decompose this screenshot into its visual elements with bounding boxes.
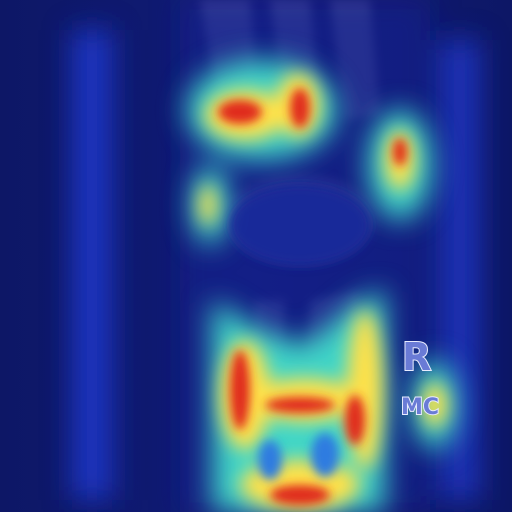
activation-cores-red — [218, 88, 407, 505]
side-marker-text: R — [401, 335, 432, 379]
cool-hollows — [230, 185, 370, 480]
view-marker-text: MC — [400, 395, 440, 420]
